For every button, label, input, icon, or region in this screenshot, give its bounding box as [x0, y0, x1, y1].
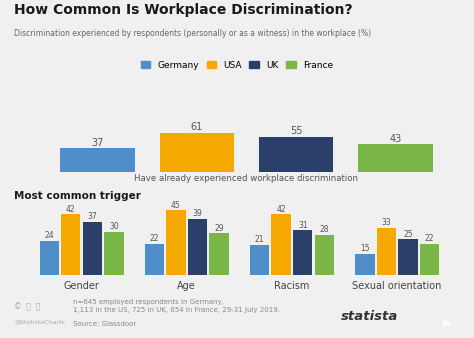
- Text: 25: 25: [403, 230, 413, 239]
- Text: Discrimination experienced by respondents (personally or as a witness) in the wo: Discrimination experienced by respondent…: [14, 29, 371, 38]
- Bar: [166, 210, 186, 275]
- Text: 37: 37: [88, 212, 97, 221]
- Legend: Germany, USA, UK, France: Germany, USA, UK, France: [137, 57, 337, 73]
- Bar: [250, 245, 269, 275]
- Text: How Common Is Workplace Discrimination?: How Common Is Workplace Discrimination?: [14, 3, 353, 17]
- Text: n=645 employed respondents in Germany,
1,113 in the US, 725 in UK, 654 in France: n=645 employed respondents in Germany, 1…: [73, 299, 281, 313]
- Bar: [355, 254, 374, 275]
- Text: 42: 42: [66, 205, 75, 214]
- Bar: [293, 231, 312, 275]
- Text: 45: 45: [171, 200, 181, 210]
- Text: 37: 37: [91, 138, 104, 148]
- Text: 29: 29: [214, 224, 224, 233]
- Text: statista: statista: [341, 310, 399, 323]
- Text: 22: 22: [150, 234, 159, 243]
- Bar: [60, 148, 135, 172]
- Text: 24: 24: [45, 231, 54, 240]
- Text: 43: 43: [389, 134, 401, 144]
- Bar: [160, 133, 234, 172]
- Bar: [82, 222, 102, 275]
- Text: @StatistaCharts: @StatistaCharts: [14, 319, 65, 324]
- Text: 61: 61: [191, 122, 203, 132]
- Text: ©  ⓘ  Ⓞ: © ⓘ Ⓞ: [14, 303, 40, 312]
- Bar: [61, 214, 81, 275]
- Text: 55: 55: [290, 126, 302, 136]
- Text: 31: 31: [298, 221, 308, 230]
- Bar: [188, 219, 207, 275]
- Bar: [104, 232, 124, 275]
- Text: 33: 33: [382, 218, 391, 227]
- Text: Source: Glassdoor: Source: Glassdoor: [73, 321, 137, 327]
- Bar: [398, 239, 418, 275]
- Bar: [420, 243, 439, 275]
- Bar: [377, 227, 396, 275]
- Text: 39: 39: [192, 209, 202, 218]
- Text: 22: 22: [425, 234, 434, 243]
- Text: Most common trigger: Most common trigger: [14, 191, 141, 201]
- Bar: [39, 241, 59, 275]
- Bar: [315, 235, 334, 275]
- Bar: [358, 144, 433, 172]
- Text: 15: 15: [360, 244, 370, 253]
- Text: 30: 30: [109, 222, 119, 231]
- Text: Have already experienced workplace discrimination: Have already experienced workplace discr…: [135, 174, 358, 183]
- Bar: [210, 233, 229, 275]
- Bar: [145, 243, 164, 275]
- Bar: [272, 214, 291, 275]
- Text: 21: 21: [255, 235, 264, 244]
- Text: 42: 42: [276, 205, 286, 214]
- Text: 28: 28: [319, 225, 329, 234]
- Bar: [259, 137, 333, 172]
- Text: ▶: ▶: [443, 318, 451, 328]
